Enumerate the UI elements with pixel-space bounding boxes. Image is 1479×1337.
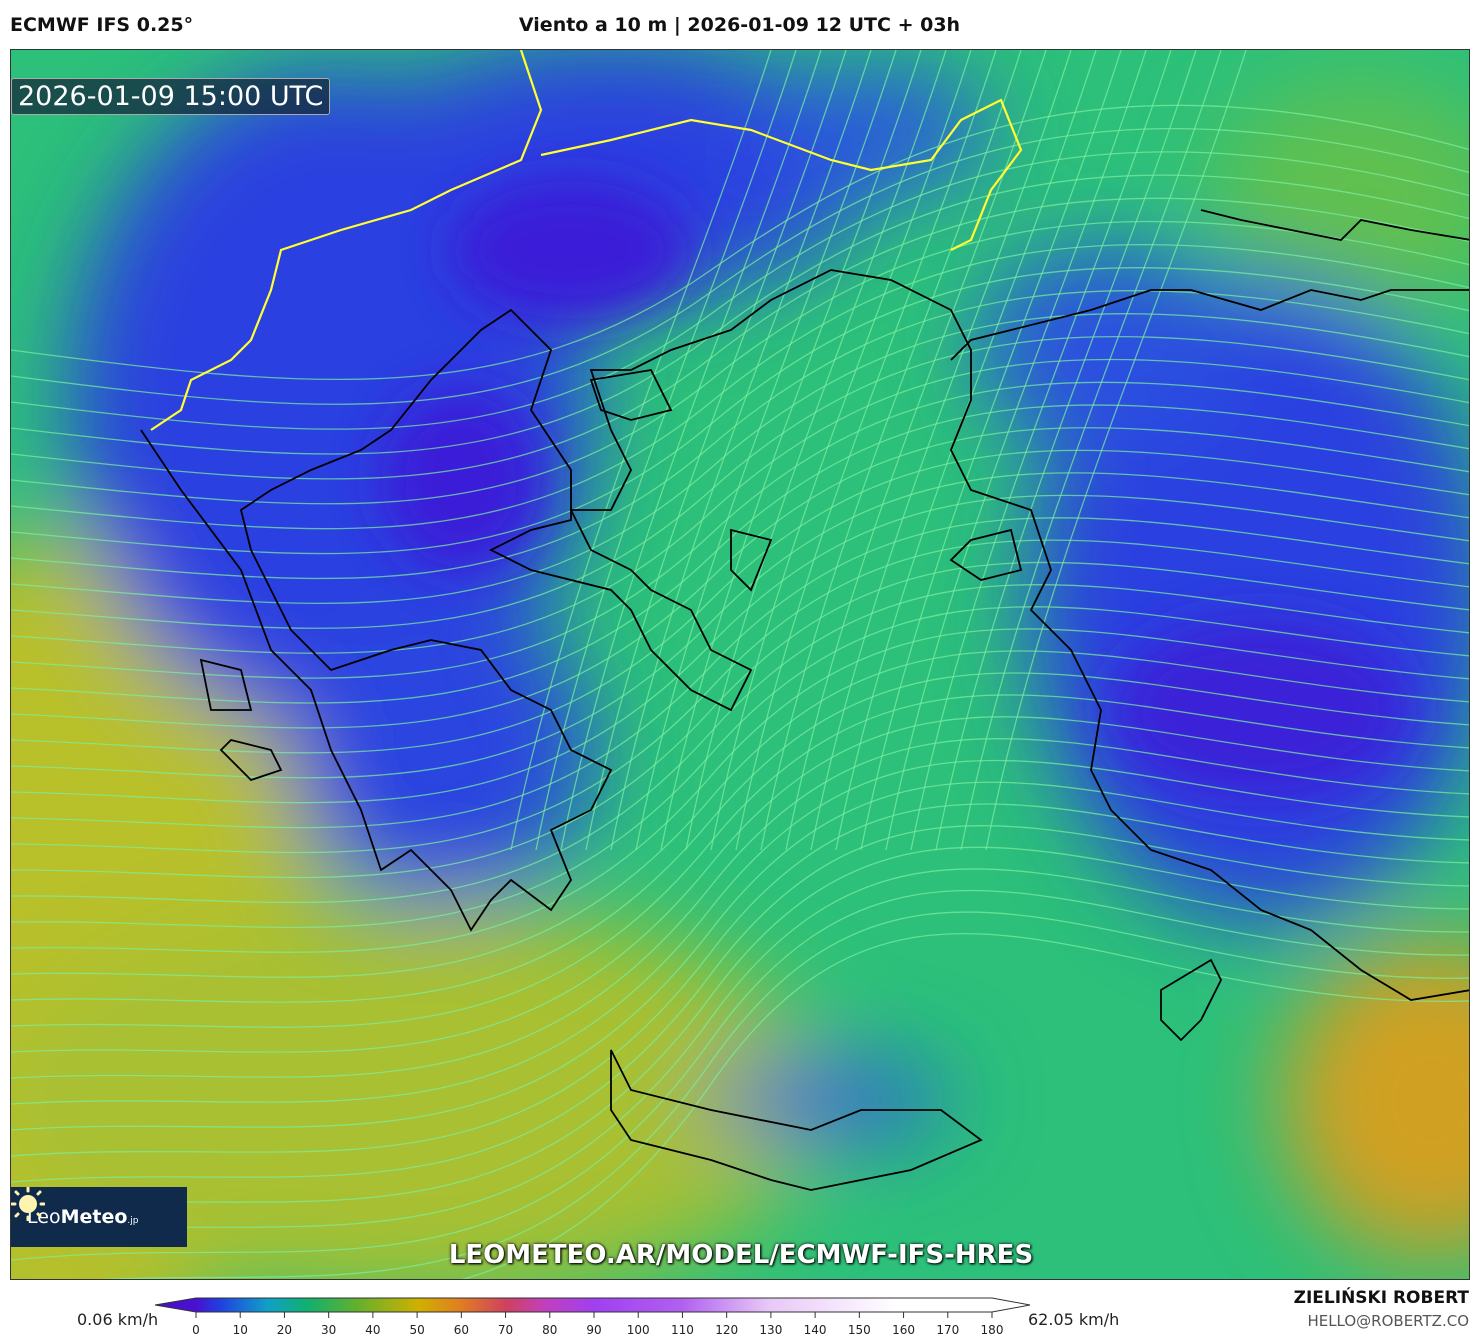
- colorbar-tick-label: 130: [759, 1323, 782, 1337]
- colorbar-tick-label: 150: [848, 1323, 871, 1337]
- colorbar-tick-label: 180: [981, 1323, 1004, 1337]
- streamline: [11, 694, 1469, 1028]
- streamline: [785, 50, 1047, 851]
- streamline: [710, 50, 972, 851]
- streamline: [11, 868, 1469, 1235]
- streamline: [11, 825, 1469, 1183]
- streamline: [11, 494, 1469, 804]
- streamline: [11, 628, 1469, 953]
- colorbar-tick-label: 140: [804, 1323, 827, 1337]
- streamlines: [11, 50, 1469, 1279]
- map-title: Viento a 10 m | 2026-01-09 12 UTC + 03h: [518, 14, 961, 36]
- streamline: [960, 50, 1222, 851]
- streamline: [11, 151, 1469, 430]
- streamline: [11, 517, 1469, 829]
- streamline: [11, 781, 1469, 1131]
- streamline: [97, 911, 1469, 1279]
- streamline: [885, 50, 1147, 851]
- colorbar-tick-label: 60: [454, 1323, 469, 1337]
- streamline: [11, 803, 1469, 1157]
- streamline: [11, 606, 1469, 929]
- colorbar: 0 10 20 30 40 50 60 70 80 90 100 110 120 130 140 150 160…: [154, 1297, 1031, 1337]
- streamline: [11, 427, 1469, 729]
- author-credit: ZIELIŃSKI ROBERT: [1293, 1288, 1469, 1308]
- colorbar-tick-label: 50: [409, 1323, 424, 1337]
- source-url: LEOMETEO.AR/MODEL/ECMWF-IFS-HRES: [448, 1240, 1034, 1270]
- streamline: [635, 50, 897, 851]
- sun-icon: [11, 1187, 45, 1221]
- author-email: HELLO@ROBERTZ.CO: [1307, 1312, 1469, 1330]
- leometeo-logo: LeoMeteo.jp: [11, 1187, 187, 1247]
- border-lines: [150, 50, 1023, 431]
- map-canvas: [11, 50, 1469, 1279]
- streamline: [11, 650, 1469, 978]
- streamline: [935, 50, 1197, 851]
- colorbar-tick-label: 10: [233, 1323, 248, 1337]
- colorbar-tick-label: 160: [892, 1323, 915, 1337]
- colorbar-min-label: 0.06 km/h: [77, 1310, 159, 1329]
- streamline: [535, 50, 797, 851]
- streamline: [11, 889, 1469, 1261]
- colorbar-tick-label: 40: [365, 1323, 380, 1337]
- streamline: [11, 335, 1469, 629]
- streamline: [985, 50, 1247, 851]
- streamline: [11, 243, 1469, 530]
- streamline: [11, 737, 1469, 1079]
- streamline: [11, 381, 1469, 679]
- streamline: [11, 539, 1469, 854]
- colorbar-tick-label: 120: [715, 1323, 738, 1337]
- streamline: [11, 290, 1469, 580]
- streamline: [461, 932, 1469, 1279]
- streamline: [11, 716, 1469, 1053]
- streamline: [11, 846, 1469, 1209]
- colorbar-tick-label: 100: [627, 1323, 650, 1337]
- logo-suffix: .jp: [127, 1216, 139, 1226]
- streamline: [11, 197, 1469, 480]
- streamline: [11, 561, 1469, 879]
- streamline: [11, 220, 1469, 505]
- streamline: [585, 50, 847, 851]
- wind-map[interactable]: 2026-01-09 15:00 UTC LeoMeteo.jp LEOMETE…: [10, 49, 1470, 1280]
- streamline: [860, 50, 1122, 851]
- valid-time-label: 2026-01-09 15:00 UTC: [11, 78, 331, 115]
- streamline: [11, 449, 1469, 754]
- streamline: [685, 50, 947, 851]
- colorbar-tick-label: 90: [586, 1323, 601, 1337]
- streamline: [735, 50, 997, 851]
- colorbar-max-label: 62.05 km/h: [1028, 1310, 1120, 1329]
- colorbar-tick-label: 20: [277, 1323, 292, 1337]
- logo-text-light: Leo: [27, 1206, 61, 1228]
- colorbar-tick-label: 0: [192, 1323, 200, 1337]
- streamline: [11, 358, 1469, 654]
- streamline: [610, 50, 872, 851]
- streamline: [11, 672, 1469, 1003]
- streamline: [760, 50, 1022, 851]
- coastlines: [140, 209, 1469, 1191]
- colorbar-tick-label: 70: [498, 1323, 513, 1337]
- colorbar-tick-label: 170: [936, 1323, 959, 1337]
- streamline: [810, 50, 1072, 851]
- streamline: [11, 472, 1469, 779]
- colorbar-tick-label: 110: [671, 1323, 694, 1337]
- model-label: ECMWF IFS 0.25°: [10, 14, 194, 36]
- colorbar-tick-label: 80: [542, 1323, 557, 1337]
- streamline: [11, 759, 1469, 1105]
- streamline: [910, 50, 1172, 851]
- streamline: [11, 127, 1469, 405]
- logo-text-bold: Meteo: [60, 1206, 128, 1228]
- streamline: [660, 50, 922, 851]
- streamline: [11, 404, 1469, 704]
- streamline: [510, 50, 772, 851]
- streamline: [11, 583, 1469, 904]
- streamline: [11, 104, 1469, 381]
- streamline: [560, 50, 822, 851]
- colorbar-tick-label: 30: [321, 1323, 336, 1337]
